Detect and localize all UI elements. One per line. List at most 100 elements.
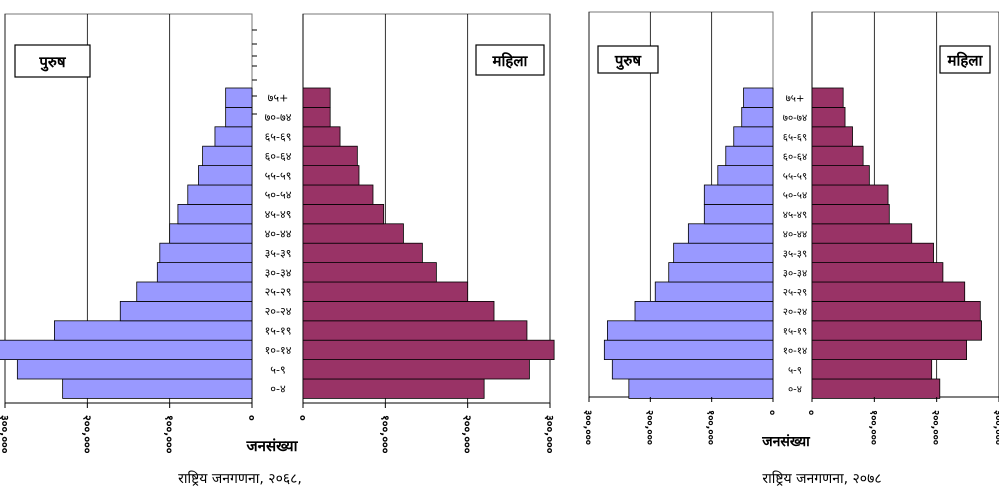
age-group-label: ७५+: [268, 92, 289, 105]
female-bar: [811, 359, 933, 380]
age-group-label: ६५-६९: [265, 131, 292, 144]
male-legend-box: [597, 45, 659, 74]
male-bar: [725, 145, 774, 166]
female-bar: [302, 145, 358, 166]
male-bar: [177, 203, 253, 225]
age-group-label: ७५+: [786, 94, 805, 105]
female-legend-label: महिला: [947, 52, 984, 70]
male-bar: [703, 203, 774, 225]
female-bar: [302, 339, 555, 361]
x-tick-label: २००,०००: [930, 410, 941, 445]
male-bar: [159, 242, 253, 263]
x-tick-label: २००,०००: [643, 410, 654, 445]
male-legend-box: [14, 44, 91, 78]
pyramid-chart-2068: ०-४ ५-९ १०-१४ १५-१९ २०-२४ २५-२९ ३०-३४ ३५-३९ ४०-४…: [0, 13, 556, 487]
age-group-label: २५-२९: [783, 288, 807, 299]
male-bar: [202, 145, 253, 166]
age-group-label: २०-२४: [265, 305, 292, 318]
age-group-label: ५-९: [270, 363, 285, 376]
female-bar: [811, 107, 846, 128]
female-bar: [811, 223, 913, 244]
female-bar: [811, 262, 944, 283]
female-bar: [302, 203, 385, 225]
age-group-label: ३०-३४: [265, 266, 292, 279]
x-tick-label: १००,०००: [378, 415, 391, 454]
age-group-label: १०-१४: [783, 346, 807, 357]
male-bar: [214, 126, 253, 147]
female-legend-box: [475, 44, 545, 76]
x-tick-label: १००,०००: [163, 415, 176, 454]
age-group-label: ४५-४९: [265, 208, 292, 221]
age-group-label: ०-४: [788, 385, 802, 396]
age-group-label: ३५-३९: [783, 249, 807, 260]
x-tick-label: ०: [245, 415, 258, 421]
female-bar: [811, 378, 941, 399]
male-bar: [62, 378, 253, 399]
female-bar: [302, 262, 437, 283]
x-tick-label: १००,०००: [705, 410, 716, 445]
x-tick-label: ०: [296, 415, 309, 421]
male-legend-label: पुरुष: [38, 53, 66, 72]
male-bar: [634, 300, 774, 322]
female-bar: [811, 165, 870, 186]
male-bar: [628, 378, 774, 399]
age-group-label: ६०-६४: [265, 150, 292, 163]
female-bar: [811, 126, 853, 147]
female-bar: [302, 184, 374, 205]
x-axis-label: जनसंख्या: [761, 434, 811, 450]
female-bar: [302, 107, 331, 128]
female-bar: [811, 203, 890, 225]
age-group-label: २०-२४: [783, 307, 807, 318]
x-tick-label: १००,०००: [867, 410, 878, 445]
age-group-label: ५५-५९: [783, 171, 807, 182]
age-group-label: २५-२९: [265, 286, 292, 299]
age-group-label: १०-१४: [265, 344, 292, 357]
x-axis-label: जनसंख्या: [246, 437, 299, 455]
male-bar: [225, 87, 253, 108]
pyramid-chart-2078: ०-४ ५-९ १०-१४ १५-१९ २०-२४ २५-२९ ३०-३४ ३५-३९ ४०-४…: [582, 11, 999, 487]
male-bar: [717, 165, 774, 186]
female-legend-label: महिला: [492, 52, 529, 70]
male-bar: [187, 184, 253, 205]
male-bar: [156, 262, 253, 283]
female-bar: [302, 281, 469, 302]
male-bar: [607, 320, 774, 341]
x-tick-label: ३००,०००: [992, 410, 999, 445]
female-bar: [811, 145, 864, 166]
x-tick-label: ३००,०००: [0, 415, 11, 454]
female-bar: [302, 378, 485, 399]
male-bar: [733, 126, 774, 147]
male-legend-label: पुरुष: [614, 52, 642, 71]
male-bar: [119, 300, 253, 322]
age-group-label: ६०-६४: [783, 152, 807, 163]
age-group-label: ७०-७४: [265, 111, 292, 124]
male-bar: [687, 223, 774, 244]
female-bar: [811, 339, 967, 361]
female-legend-box: [939, 45, 991, 74]
female-bar: [302, 223, 404, 244]
female-bar: [302, 126, 341, 147]
x-tick-label: ०: [805, 410, 816, 415]
male-bar: [654, 281, 774, 302]
male-bar: [136, 281, 253, 302]
male-bar: [169, 223, 253, 244]
x-tick-label: ०: [766, 410, 777, 415]
female-bar: [811, 184, 889, 205]
female-bar: [811, 320, 982, 341]
male-bar: [225, 107, 253, 128]
x-tick-label: ३००,०००: [543, 415, 556, 454]
male-bar: [741, 107, 774, 128]
x-tick-label: २००,०००: [80, 415, 93, 454]
age-group-label: ३०-३४: [783, 268, 807, 279]
male-bar: [611, 359, 774, 380]
female-bar: [302, 87, 331, 108]
age-group-label: १५-१९: [783, 327, 807, 338]
male-bar: [54, 320, 253, 341]
female-bar: [811, 281, 966, 302]
age-group-label: ६५-६९: [783, 133, 807, 144]
chart-caption: राष्ट्रिय जनगणना, २०६८,: [178, 470, 302, 487]
male-bar: [743, 87, 774, 108]
male-bar: [603, 339, 774, 361]
male-bar: [673, 242, 774, 263]
